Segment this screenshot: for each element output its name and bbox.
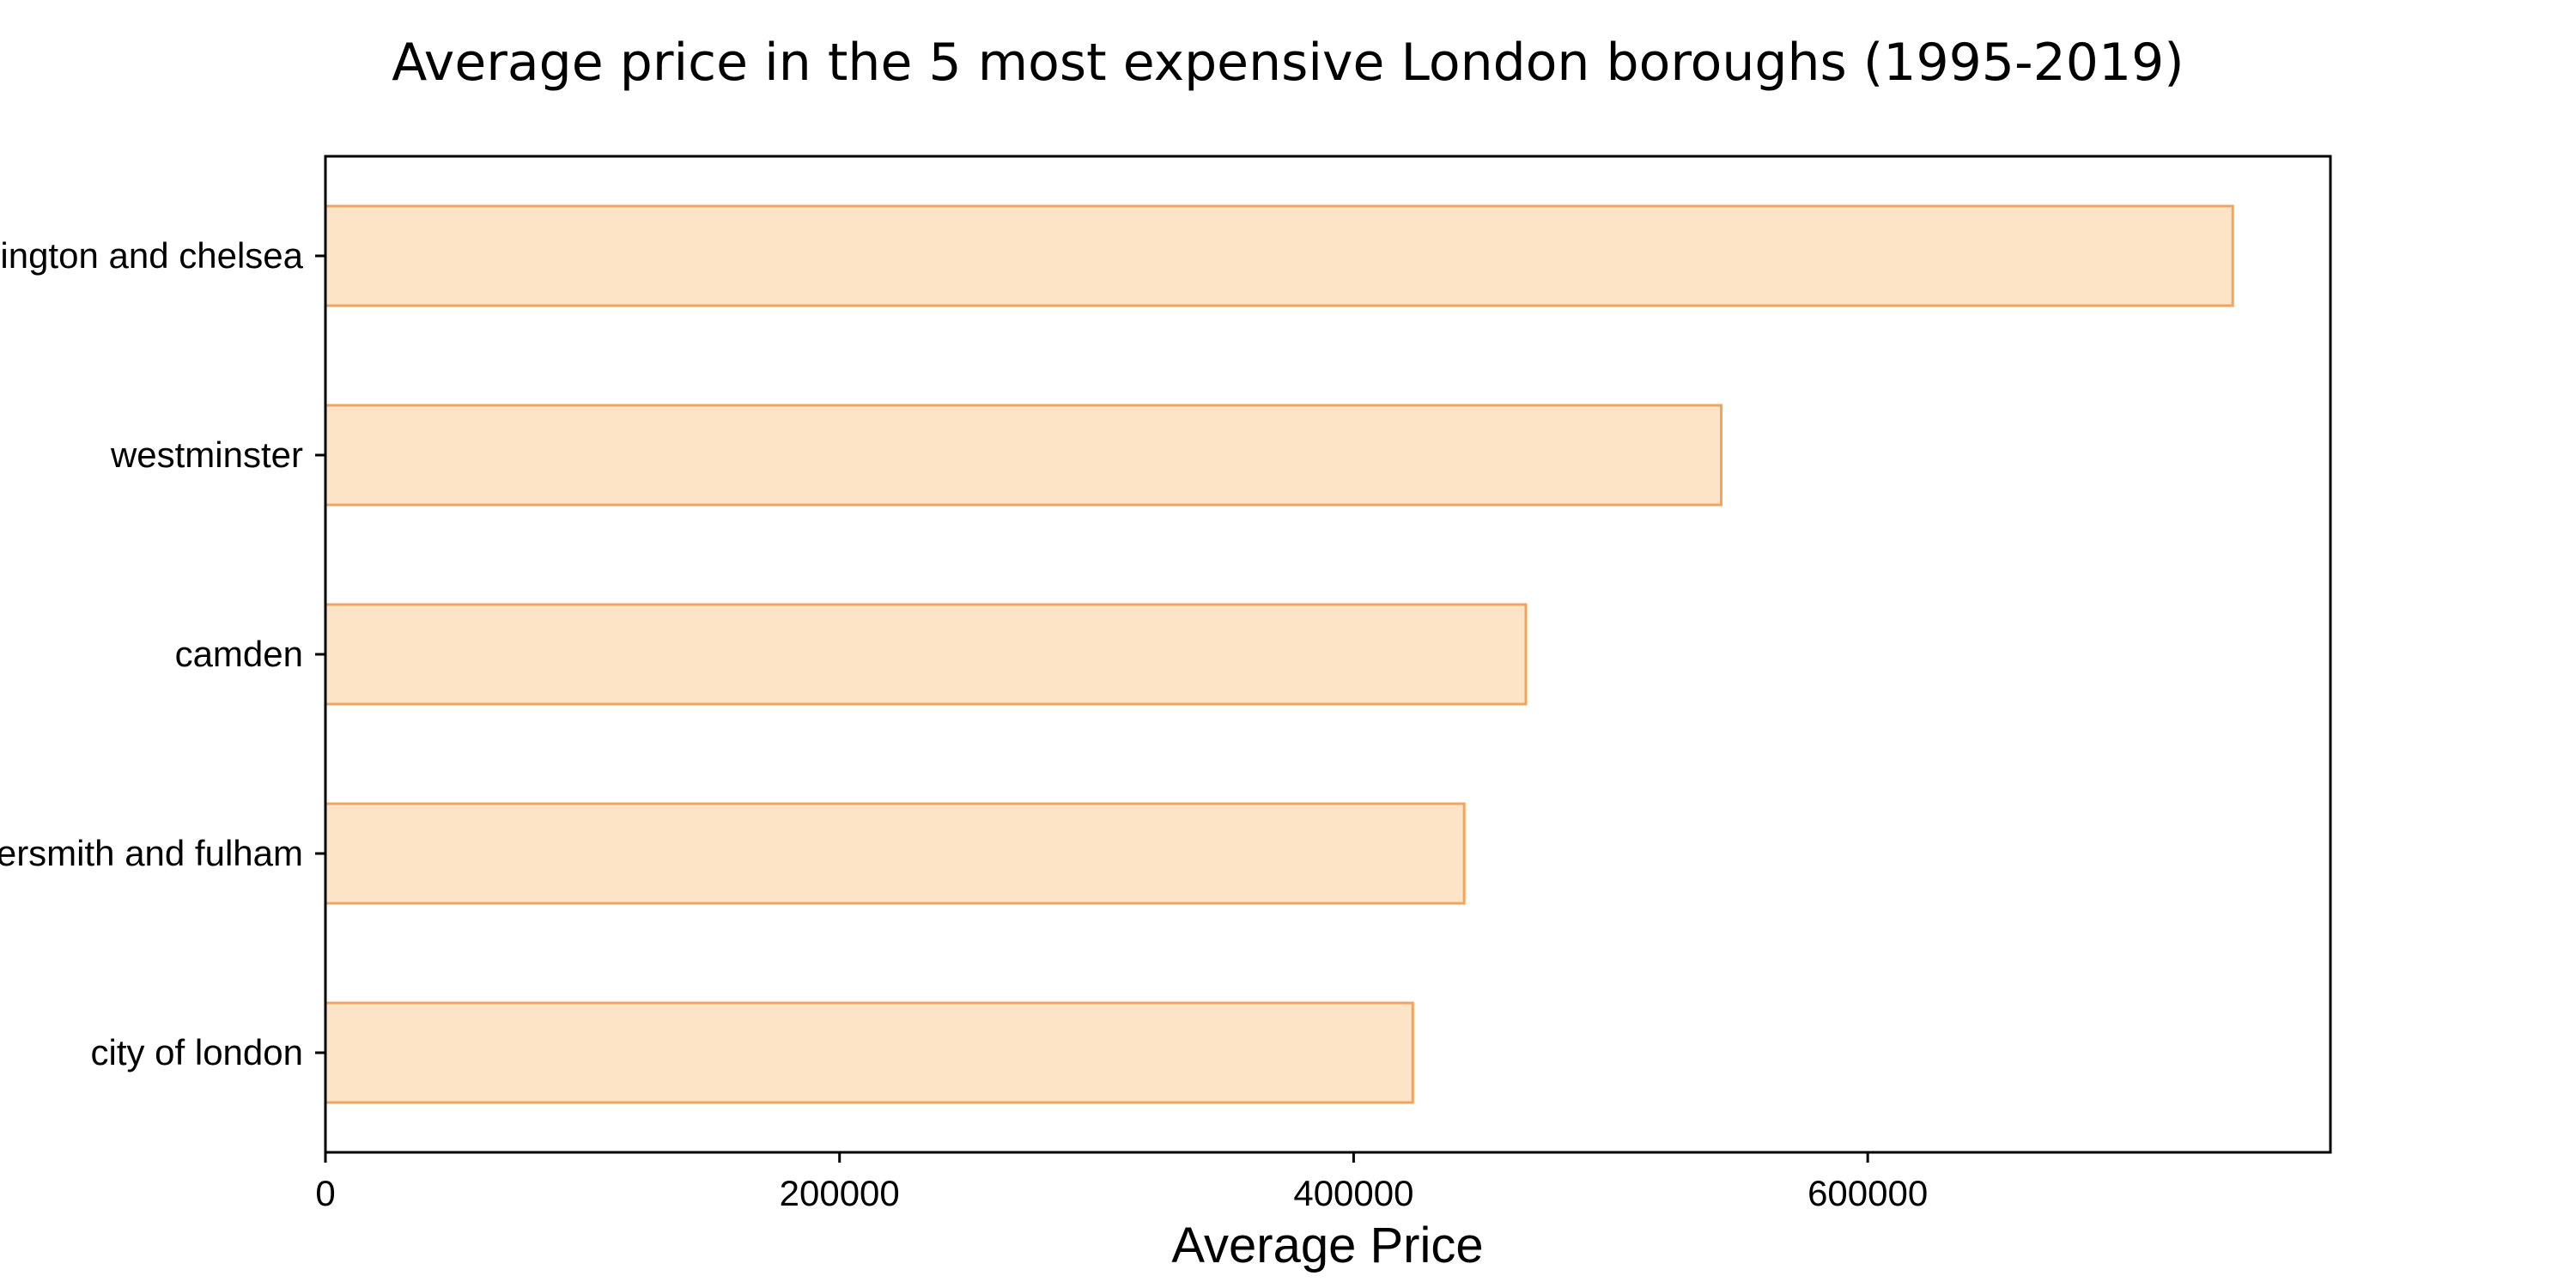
bar-4 (324, 1001, 1414, 1104)
x-tick-label-3: 600000 (1807, 1173, 1928, 1213)
bar-0 (324, 204, 2234, 307)
y-tick-label-1: westminster (110, 434, 303, 475)
bars-group (324, 204, 2234, 1104)
bar-3 (324, 802, 1466, 905)
x-tick-label-1: 200000 (780, 1173, 900, 1213)
bar-2 (324, 603, 1528, 706)
x-axis-title: Average Price (1171, 1218, 1483, 1273)
y-tick-label-2: camden (175, 634, 303, 674)
bar-1 (324, 404, 1723, 507)
y-tick-label-3: hammersmith and fulham (0, 833, 303, 873)
y-tick-label-0: kensington and chelsea (0, 235, 304, 276)
y-tick-label-4: city of london (91, 1032, 304, 1072)
y-axis: kensington and chelsea westminster camden h… (0, 235, 325, 1072)
x-tick-label-0: 0 (315, 1173, 335, 1213)
x-axis: 0 200000 400000 600000 (315, 1152, 1928, 1213)
x-tick-label-2: 400000 (1293, 1173, 1413, 1213)
chart-title: Average price in the 5 most expensive Lo… (392, 33, 2184, 93)
